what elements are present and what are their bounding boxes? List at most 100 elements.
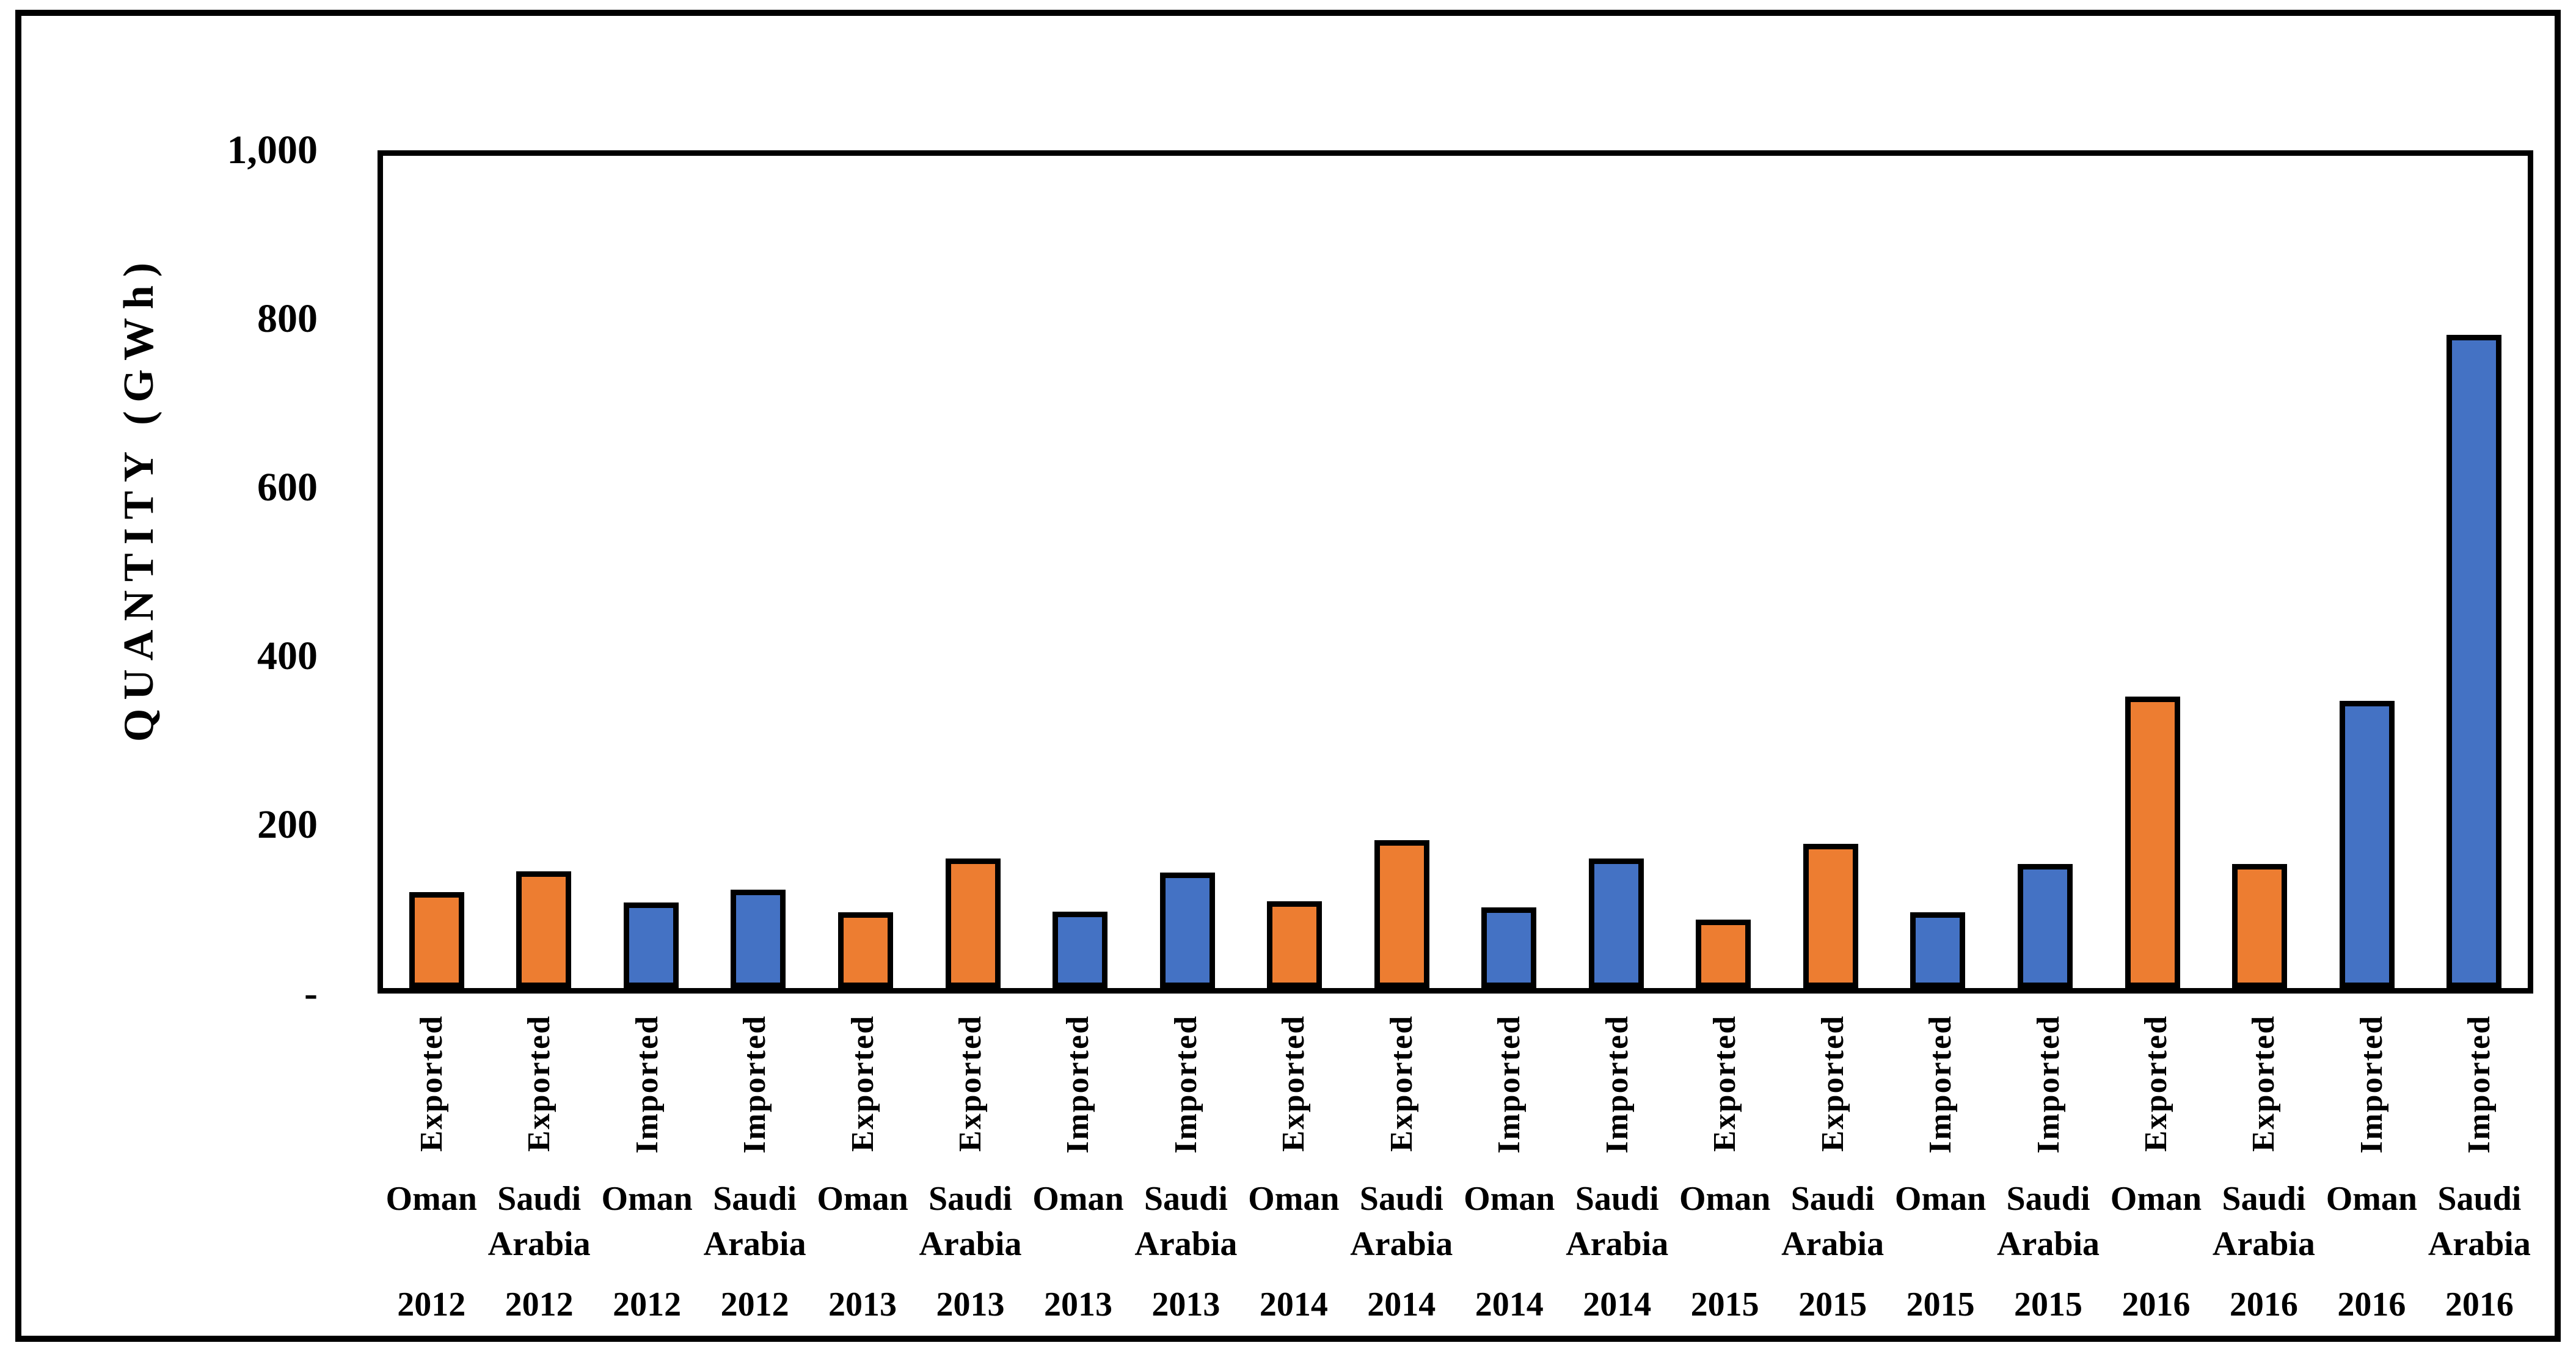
flow-label-slot: Imported bbox=[1994, 1015, 2102, 1154]
year-label-slot: 2014 bbox=[1456, 1284, 1563, 1325]
year-label-imported-saudi-arabia-2014: 2014 bbox=[1583, 1286, 1652, 1324]
flow-label-imported-saudi-arabia-2016: Imported bbox=[2462, 1015, 2497, 1154]
flow-label-slot: Exported bbox=[2210, 1015, 2318, 1152]
flow-label-slot: Imported bbox=[593, 1015, 701, 1154]
flow-label-exported-saudi-arabia-2015: Exported bbox=[1815, 1015, 1850, 1152]
flow-label-slot: Imported bbox=[2318, 1015, 2425, 1154]
country-label-slot: Saudi Arabia bbox=[485, 1176, 593, 1267]
y-tick-label-200: 200 bbox=[257, 802, 318, 847]
bar-slot bbox=[1885, 156, 1992, 988]
bar-slot bbox=[919, 156, 1027, 988]
x-axis-country-labels: Oman Saudi Arabia Oman Saudi Arabia Oman Saud… bbox=[378, 1176, 2533, 1267]
bar-imported-oman-2012 bbox=[623, 902, 679, 988]
bar-imported-saudi-arabia-2016 bbox=[2446, 334, 2502, 988]
y-tick-label-800: 800 bbox=[257, 296, 318, 341]
country-label-exported-oman-2014: Oman bbox=[1248, 1180, 1340, 1218]
year-label-slot: 2012 bbox=[593, 1284, 701, 1325]
country-label-imported-oman-2015: Oman bbox=[1894, 1180, 1987, 1218]
year-label-imported-oman-2013: 2013 bbox=[1043, 1286, 1112, 1324]
year-label-exported-saudi-arabia-2016: 2016 bbox=[2229, 1286, 2298, 1324]
flow-label-exported-oman-2013: Exported bbox=[845, 1015, 880, 1152]
country-label-slot: Oman bbox=[1671, 1176, 1778, 1221]
year-label-imported-saudi-arabia-2013: 2013 bbox=[1151, 1286, 1220, 1324]
year-label-exported-saudi-arabia-2014: 2014 bbox=[1367, 1286, 1436, 1324]
flow-label-imported-oman-2013: Imported bbox=[1060, 1015, 1096, 1154]
country-label-slot: Oman bbox=[378, 1176, 485, 1221]
bar-exported-saudi-arabia-2016 bbox=[2232, 864, 2288, 988]
bar-imported-saudi-arabia-2015 bbox=[2017, 864, 2073, 988]
year-label-slot: 2014 bbox=[1240, 1284, 1348, 1325]
country-label-slot: Saudi Arabia bbox=[1563, 1176, 1671, 1267]
country-label-slot: Saudi Arabia bbox=[2210, 1176, 2318, 1267]
y-tick-label-0: - bbox=[304, 971, 318, 1016]
country-label-exported-oman-2016: Oman bbox=[2110, 1180, 2202, 1218]
flow-label-imported-saudi-arabia-2013: Imported bbox=[1168, 1015, 1203, 1154]
bar-exported-oman-2016 bbox=[2125, 697, 2180, 988]
flow-label-slot: Exported bbox=[916, 1015, 1024, 1152]
country-label-imported-saudi-arabia-2015: Saudi Arabia bbox=[1997, 1180, 2100, 1263]
flow-label-imported-saudi-arabia-2015: Imported bbox=[2031, 1015, 2066, 1154]
year-label-imported-saudi-arabia-2012: 2012 bbox=[720, 1286, 789, 1324]
bar-slot bbox=[491, 156, 598, 988]
year-label-exported-oman-2013: 2013 bbox=[828, 1286, 897, 1324]
x-axis-year-labels: 2012 2012 2012 2012 2013 2013 2013 2013 2014 2014… bbox=[378, 1284, 2533, 1325]
country-label-imported-saudi-arabia-2013: Saudi Arabia bbox=[1134, 1180, 1238, 1263]
flow-label-slot: Exported bbox=[1240, 1015, 1348, 1152]
bar-exported-oman-2014 bbox=[1267, 901, 1323, 988]
country-label-imported-oman-2013: Oman bbox=[1032, 1180, 1124, 1218]
year-label-slot: 2015 bbox=[1779, 1284, 1886, 1325]
bar-slot bbox=[1455, 156, 1563, 988]
flow-label-exported-saudi-arabia-2012: Exported bbox=[522, 1015, 557, 1152]
flow-label-imported-oman-2014: Imported bbox=[1492, 1015, 1527, 1154]
year-label-imported-oman-2012: 2012 bbox=[613, 1286, 682, 1324]
year-label-slot: 2015 bbox=[1671, 1284, 1778, 1325]
flow-label-slot: Exported bbox=[1348, 1015, 1455, 1152]
country-label-slot: Saudi Arabia bbox=[916, 1176, 1024, 1267]
flow-label-slot: Imported bbox=[1456, 1015, 1563, 1154]
flow-label-slot: Exported bbox=[809, 1015, 916, 1152]
bar-imported-saudi-arabia-2012 bbox=[731, 890, 786, 988]
country-label-slot: Oman bbox=[1456, 1176, 1563, 1221]
flow-label-slot: Exported bbox=[2102, 1015, 2209, 1152]
flow-label-slot: Exported bbox=[1671, 1015, 1778, 1152]
year-label-imported-saudi-arabia-2016: 2016 bbox=[2445, 1286, 2514, 1324]
country-label-slot: Oman bbox=[1886, 1176, 1994, 1221]
y-tick-label-600: 600 bbox=[257, 465, 318, 510]
year-label-imported-oman-2015: 2015 bbox=[1906, 1286, 1975, 1324]
flow-label-imported-oman-2015: Imported bbox=[1923, 1015, 1958, 1154]
flow-label-imported-saudi-arabia-2012: Imported bbox=[737, 1015, 773, 1154]
year-label-imported-saudi-arabia-2015: 2015 bbox=[2014, 1286, 2083, 1324]
bar-slot bbox=[2099, 156, 2206, 988]
flow-label-slot: Imported bbox=[2426, 1015, 2533, 1154]
figure-border bbox=[15, 10, 2561, 1342]
flow-label-slot: Imported bbox=[1563, 1015, 1671, 1154]
flow-label-exported-saudi-arabia-2013: Exported bbox=[952, 1015, 988, 1152]
bar-slot bbox=[1348, 156, 1456, 988]
year-label-slot: 2016 bbox=[2210, 1284, 2318, 1325]
country-label-imported-oman-2014: Oman bbox=[1464, 1180, 1555, 1218]
bar-exported-oman-2013 bbox=[837, 912, 893, 988]
bar-slot bbox=[1563, 156, 1670, 988]
year-label-slot: 2014 bbox=[1348, 1284, 1455, 1325]
bar-slot bbox=[1026, 156, 1134, 988]
country-label-exported-saudi-arabia-2014: Saudi Arabia bbox=[1350, 1180, 1453, 1263]
flow-label-slot: Exported bbox=[1779, 1015, 1886, 1152]
country-label-exported-oman-2012: Oman bbox=[385, 1180, 477, 1218]
bar-slot bbox=[1670, 156, 1778, 988]
flow-label-imported-saudi-arabia-2014: Imported bbox=[1599, 1015, 1635, 1154]
flow-label-slot: Imported bbox=[1886, 1015, 1994, 1154]
country-label-imported-saudi-arabia-2014: Saudi Arabia bbox=[1566, 1180, 1669, 1263]
bar-imported-saudi-arabia-2014 bbox=[1588, 858, 1644, 988]
year-label-slot: 2013 bbox=[1132, 1284, 1239, 1325]
y-tick-label-1000: 1,000 bbox=[227, 128, 318, 172]
flow-label-slot: Imported bbox=[1132, 1015, 1239, 1154]
year-label-imported-oman-2016: 2016 bbox=[2337, 1286, 2406, 1324]
year-label-slot: 2016 bbox=[2318, 1284, 2425, 1325]
country-label-slot: Saudi Arabia bbox=[1132, 1176, 1239, 1267]
country-label-slot: Oman bbox=[593, 1176, 701, 1221]
country-label-imported-saudi-arabia-2012: Saudi Arabia bbox=[703, 1180, 806, 1263]
flow-label-imported-oman-2012: Imported bbox=[629, 1015, 665, 1154]
bar-slot bbox=[705, 156, 812, 988]
flow-label-exported-oman-2016: Exported bbox=[2138, 1015, 2173, 1152]
